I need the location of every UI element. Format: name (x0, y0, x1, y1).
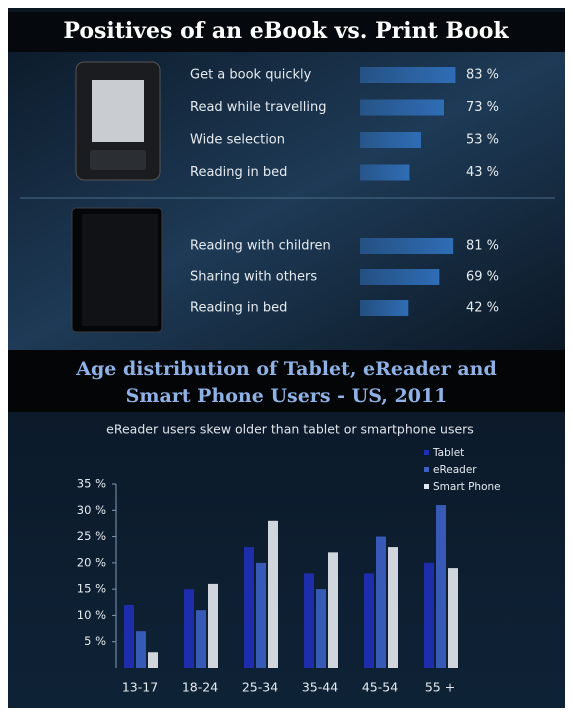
bar (256, 562, 266, 668)
bar-label: Reading in bed (190, 165, 287, 180)
x-tick-label: 25-34 (242, 680, 278, 695)
bar (208, 583, 218, 668)
chart-subtitle: eReader users skew older than tablet or … (106, 422, 474, 437)
bar (196, 610, 206, 668)
bar (360, 99, 444, 116)
y-tick-label: 10 % (77, 608, 106, 622)
bar-label: Get a book quickly (190, 68, 312, 83)
y-tick-label: 25 % (77, 529, 106, 543)
x-tick-label: 18-24 (182, 680, 218, 695)
x-tick-label: 13-17 (122, 680, 158, 695)
bar (424, 562, 434, 668)
legend-label: Smart Phone (433, 481, 501, 493)
bar-label: Reading in bed (190, 301, 287, 316)
section-bg (8, 412, 565, 708)
chart-title: Age distribution of Tablet, eReader and … (76, 358, 497, 407)
bar (388, 547, 398, 668)
bar (136, 631, 146, 668)
value-label: 83 % (466, 68, 499, 83)
ereader-screen (92, 80, 144, 142)
bar (360, 132, 421, 148)
bar (124, 604, 134, 668)
bar (184, 589, 194, 668)
legend-swatch (424, 467, 429, 472)
value-label: 43 % (466, 165, 499, 180)
bar-label: Wide selection (190, 133, 285, 148)
y-tick-label: 35 % (77, 477, 106, 491)
x-tick-label: 45-54 (362, 680, 398, 695)
legend-label: Tablet (432, 447, 464, 459)
bar-label: Read while travelling (190, 100, 326, 115)
bar (316, 589, 326, 668)
bar (448, 568, 458, 668)
bar (328, 552, 338, 668)
bar (364, 573, 374, 668)
legend-swatch (424, 450, 429, 455)
x-tick-label: 55 + (425, 680, 455, 695)
y-tick-label: 15 % (77, 582, 106, 596)
value-label: 73 % (466, 100, 499, 115)
value-label: 69 % (466, 270, 499, 285)
chart-title: Positives of an eBook vs. Print Book (63, 18, 509, 44)
legend-swatch (424, 484, 429, 489)
y-tick-label: 30 % (77, 503, 106, 517)
y-tick-label: 5 % (84, 634, 106, 648)
ereader-keys (90, 150, 146, 170)
bar-label: Reading with children (190, 239, 331, 254)
bar (360, 164, 410, 181)
bar (436, 505, 446, 668)
bar (360, 67, 456, 83)
bar (148, 652, 158, 668)
bar (304, 573, 314, 668)
y-tick-label: 20 % (77, 555, 106, 569)
bar-label: Sharing with others (190, 270, 317, 285)
book-cover (82, 214, 158, 326)
bar (360, 300, 409, 316)
title-band (8, 12, 565, 52)
bar (244, 547, 254, 668)
value-label: 42 % (466, 301, 499, 316)
bar (376, 536, 386, 668)
bar (360, 269, 440, 285)
value-label: 81 % (466, 239, 499, 254)
value-label: 53 % (466, 133, 499, 148)
bar (268, 520, 278, 668)
title-band (8, 350, 565, 412)
legend-label: eReader (433, 464, 477, 476)
bar (360, 238, 454, 254)
x-tick-label: 35-44 (302, 680, 338, 695)
